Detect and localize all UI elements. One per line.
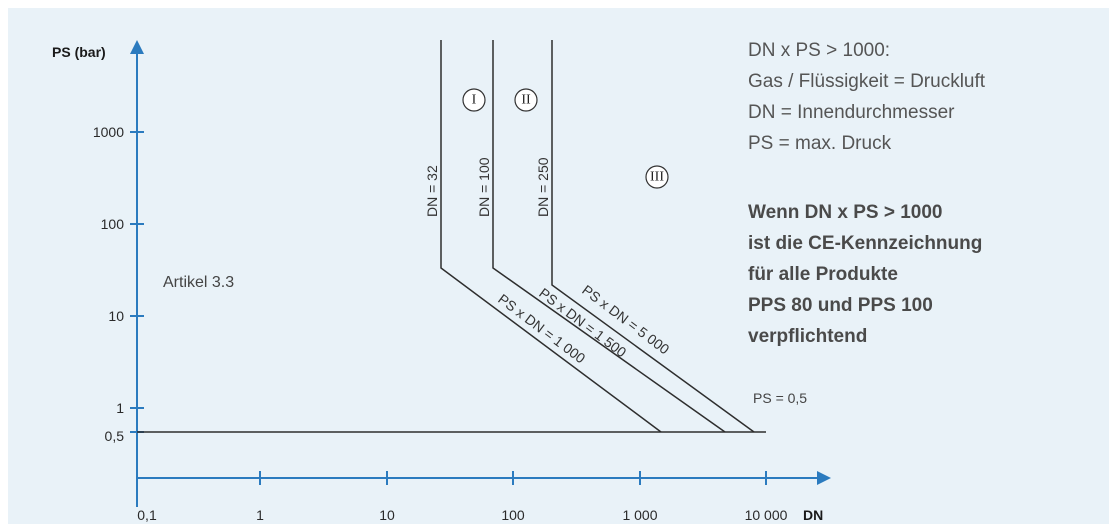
bold-note-line-3: für alle Produkte	[748, 264, 898, 285]
x-tick-label-0-1: 0,1	[137, 507, 157, 523]
bold-note-line-2: ist die CE-Kennzeichnung	[748, 233, 982, 254]
bold-note-line-4: PPS 80 und PPS 100	[748, 295, 933, 316]
zone-i-label: I	[472, 93, 477, 108]
y-tick-label-10: 10	[108, 308, 124, 324]
diagram-background	[8, 8, 1109, 524]
zone-ii-circle	[514, 88, 538, 112]
x-axis-title: DN	[803, 507, 823, 523]
dn-100-label: DN = 100	[476, 157, 492, 217]
x-tick-label-10: 10	[379, 507, 395, 523]
x-tick-label-10000: 10 000	[745, 507, 788, 523]
boundary-ps-dn-1500	[492, 40, 726, 433]
y-tick-label-0-5: 0,5	[105, 428, 125, 444]
note-line-3: DN = Innendurchmesser	[748, 102, 955, 123]
x-tick-label-1000: 1 000	[622, 507, 657, 523]
boundary-ps-dn-5000	[551, 40, 755, 433]
artikel-label: Artikel 3.3	[163, 274, 234, 291]
y-tick-label-1000: 1000	[93, 124, 124, 140]
boundary-ps-dn-1000	[440, 40, 662, 433]
zone-i-marker: I	[462, 88, 486, 112]
zone-iii-marker: III	[645, 165, 669, 189]
zone-ii-label: II	[521, 93, 531, 108]
zone-ii-marker: II	[514, 88, 538, 112]
zone-iii-circle	[645, 165, 669, 189]
y-axis-arrow	[130, 40, 144, 54]
y-tick-label-100: 100	[101, 216, 125, 232]
dn-32-label: DN = 32	[424, 165, 440, 217]
y-tick-label-1: 1	[116, 400, 124, 416]
x-tick-label-100: 100	[501, 507, 525, 523]
x-axis-arrow	[817, 471, 831, 485]
y-axis-title: PS (bar)	[52, 44, 106, 60]
ps-0-5-label: PS = 0,5	[753, 390, 807, 406]
note-line-1: DN x PS > 1000:	[748, 40, 890, 61]
zone-iii-label: III	[650, 170, 664, 185]
x-tick-label-1: 1	[256, 507, 264, 523]
dn-250-label: DN = 250	[535, 157, 551, 217]
zone-i-circle	[462, 88, 486, 112]
note-line-2: Gas / Flüssigkeit = Druckluft	[748, 71, 986, 92]
bold-note-line-5: verpflichtend	[748, 326, 867, 347]
note-line-4: PS = max. Druck	[748, 133, 892, 154]
bold-note-line-1: Wenn DN x PS > 1000	[748, 202, 942, 223]
